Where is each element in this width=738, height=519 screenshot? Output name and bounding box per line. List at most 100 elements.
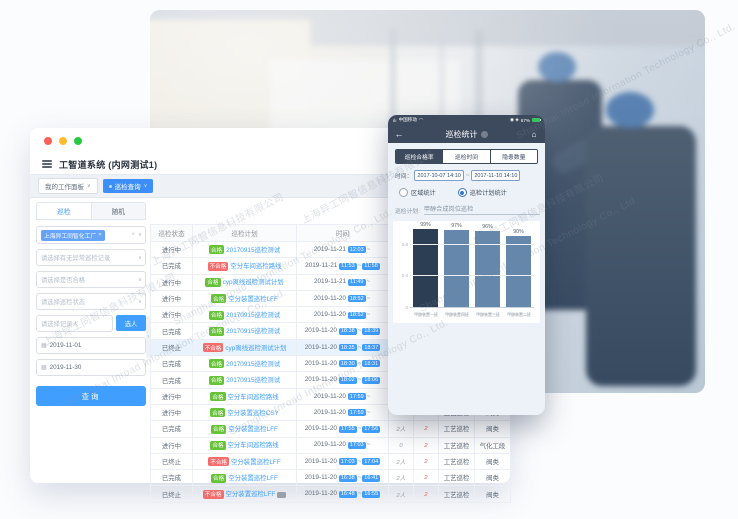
plan-link[interactable]: 空分装置巡检LFF <box>225 491 276 499</box>
table-row[interactable]: 已终止 不合格 空分装置巡检LFF 2019-11-20 16:48 ~16:55 … <box>150 485 511 503</box>
status-cell: 进行中 <box>150 306 193 324</box>
date-to-input[interactable]: ▦ 2019-11-30 <box>36 359 146 376</box>
zoom-window-button[interactable] <box>74 137 82 145</box>
edit-count-cell: 0 <box>388 436 414 454</box>
bar-slot: 90% <box>504 229 534 307</box>
table-row[interactable]: 进行中 合格 空分车间巡检路线 2019-11-20 17:03 ~ 0 2 工艺巡… <box>150 436 511 454</box>
table-row[interactable]: 已完成 合格 空分装置巡检LFF 2019-11-20 17:55 ~17:56 2… <box>150 420 511 438</box>
x-axis-label: 甲醇装置二班 <box>506 311 531 317</box>
plan-cell: 合格 20170915巡检测试 <box>192 306 297 324</box>
plan-cell: 合格 20170915巡检测试 <box>192 322 297 340</box>
plan-cell: 不合格 空分装置巡检LFF <box>192 485 297 503</box>
filter-select[interactable]: 请选择巡检状态 ∨ <box>36 293 146 310</box>
plan-link[interactable]: cyp离线巡检测试计划 <box>225 344 287 352</box>
org-multiselect[interactable]: 上海异工同智化工厂 × × ∨ <box>36 226 146 244</box>
end-time-badge: 18:31 <box>362 360 381 368</box>
plan-row: 巡检计划: 甲醇合成岗位巡检 <box>393 204 540 215</box>
segment-option[interactable]: 隐患数量 <box>489 150 537 163</box>
plan-link[interactable]: 空分装置巡检LFF <box>231 458 281 466</box>
plan-link[interactable]: 空分车间巡检路线 <box>227 393 279 401</box>
segment-active[interactable]: 巡检合格率 <box>396 150 443 163</box>
pick-person-button[interactable]: 选人 <box>116 315 146 331</box>
recorder-input[interactable]: 请选择记录人 <box>36 315 113 332</box>
result-badge: 不合格 <box>202 343 224 353</box>
column-header: 时间 <box>296 224 389 242</box>
plan-link[interactable]: 20170915巡检测试 <box>226 312 281 320</box>
plan-link[interactable]: 空分装置巡检CSY <box>227 409 279 417</box>
menu-icon[interactable] <box>42 160 52 168</box>
status-cell: 已完成 <box>150 322 193 340</box>
type-cell: 工艺巡检 <box>438 469 475 487</box>
result-badge: 合格 <box>211 473 227 483</box>
equip-cell: 阀类 <box>474 420 511 438</box>
radio-icon <box>457 188 467 197</box>
tab-random[interactable]: 随机 <box>90 203 145 219</box>
gridline <box>410 275 534 277</box>
phone-statusbar: ılı 中国移动 ◠ ◉ ◈ 67% <box>388 115 545 125</box>
status-cell: 进行中 <box>150 289 193 308</box>
radio-option[interactable]: 巡检计划统计 <box>457 188 507 197</box>
plan-value[interactable]: 甲醇合成岗位巡检 <box>423 204 540 215</box>
recorder-row: 请选择记录人 选人 <box>36 315 146 332</box>
home-button[interactable]: ⌂ <box>531 129 537 139</box>
plan-link[interactable]: 20170915巡检测试 <box>226 377 281 385</box>
result-badge: 不合格 <box>207 261 229 271</box>
bar-slot: 97% <box>442 223 472 307</box>
date-from-input[interactable]: ▦ 2019-11-01 <box>36 337 146 354</box>
back-button[interactable]: ← <box>394 129 404 139</box>
plan-link[interactable]: 空分车间巡检路线 <box>230 263 282 271</box>
plan-link[interactable]: 空分装置巡检LFF <box>228 475 278 483</box>
edit-count-cell: 2人 <box>388 485 414 503</box>
plan-cell: 不合格 空分车间巡检路线 <box>192 257 297 275</box>
filter-select[interactable]: 请选择有无异常巡检记录 ∨ <box>36 249 146 266</box>
segment-option[interactable]: 巡检时间 <box>442 150 490 163</box>
tag-close-icon[interactable]: × <box>98 232 102 238</box>
plan-link[interactable]: 空分车间巡检路线 <box>227 442 279 450</box>
phone-body: 巡检合格率 巡检时间 隐患数量 时间： 2017-10-07 14:10 ~ 201… <box>388 143 545 323</box>
radio-option[interactable]: 区域统计 <box>399 188 436 197</box>
close-window-button[interactable] <box>44 137 52 145</box>
minimize-window-button[interactable] <box>59 137 67 145</box>
end-time-badge: 18:06 <box>362 376 381 384</box>
tilde-separator: ~ <box>465 172 470 179</box>
plan-link[interactable]: 空分装置巡检LFF <box>228 295 278 303</box>
status-cell: 已完成 <box>150 257 193 275</box>
abnormal-flag-cell: 2 <box>413 452 439 471</box>
result-badge: 合格 <box>208 245 225 255</box>
radio-icon <box>399 188 408 197</box>
panel-collapse-handle[interactable]: ‹ <box>146 316 151 358</box>
tab-inspection-query[interactable]: 巡检查询 ∨ <box>102 179 154 193</box>
bar-slot: 99% <box>411 222 441 307</box>
time-cell: 2019-11-20 18:02 ~18:06 <box>296 371 389 389</box>
table-row[interactable]: 已完成 合格 空分装置巡检LFF 2019-11-20 16:38 ~16:41 2… <box>150 469 511 487</box>
end-time-badge: 18:39 <box>362 327 381 335</box>
time-cell: 2019-11-20 18:35 ~18:37 <box>296 338 389 357</box>
plan-link[interactable]: 空分装置巡检LFF <box>228 426 278 434</box>
plan-link[interactable]: 20170915巡检测试 <box>226 246 281 254</box>
tab-dot-icon <box>108 184 112 188</box>
info-circle-icon[interactable] <box>480 130 488 138</box>
plan-link[interactable]: 20170915巡检测试 <box>226 328 281 336</box>
start-time-badge: 11:53 <box>339 262 357 270</box>
status-cell: 已终止 <box>150 452 193 471</box>
tab-workspace[interactable]: 我的工作面板 ∨ <box>38 178 98 194</box>
type-cell: 工艺巡检 <box>438 436 475 454</box>
tab-inspection[interactable]: 巡检 <box>37 203 91 219</box>
query-button[interactable]: 查询 <box>36 386 146 406</box>
chevron-down-icon: ∨ <box>87 183 91 189</box>
plan-link[interactable]: 20170915巡检测试 <box>226 360 281 368</box>
filter-select[interactable]: 请选择是否合格 ∨ <box>36 271 146 288</box>
time-to-input[interactable]: 2017-11-10 14:10 <box>471 170 521 181</box>
x-axis-label: 甲醇装置三班 <box>475 311 500 317</box>
plan-link[interactable]: cyp离线巡检测试计划 <box>222 279 284 287</box>
time-from-input[interactable]: 2017-10-07 14:10 <box>414 170 464 181</box>
status-cell: 已完成 <box>150 371 193 389</box>
result-badge: 合格 <box>211 424 227 434</box>
filter-selects: 请选择有无异常巡检记录 ∨ 请选择是否合格 ∨ 请选择巡检状态 ∨ <box>36 249 146 310</box>
clear-icon[interactable]: × <box>131 232 135 238</box>
table-row[interactable]: 已终止 不合格 空分装置巡检LFF 2019-11-20 17:03 ~17:04 … <box>150 452 511 471</box>
edit-count-cell: 2人 <box>388 420 414 438</box>
status-cell: 已完成 <box>150 420 193 438</box>
type-cell: 工艺巡检 <box>438 420 475 438</box>
page-title: 工智道系统 (内网测试1) <box>59 159 158 170</box>
